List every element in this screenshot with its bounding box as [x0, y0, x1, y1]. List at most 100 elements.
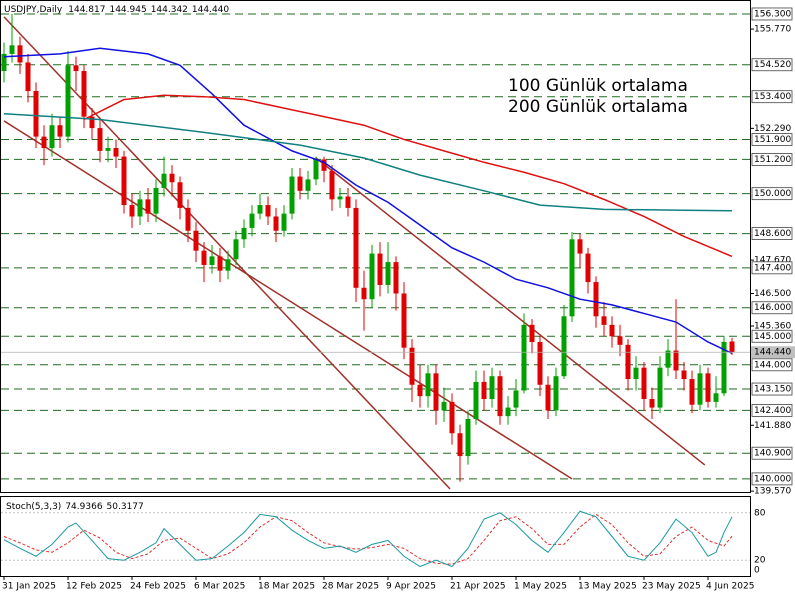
trendline [3, 16, 451, 490]
candle-body [65, 65, 71, 137]
candle-body [609, 324, 615, 337]
candle-body [121, 156, 127, 206]
candle-body [529, 324, 535, 342]
candle-body [89, 116, 95, 129]
x-tick-label: 9 Apr 2025 [386, 582, 436, 592]
candle-body [545, 384, 551, 411]
candle-body [417, 384, 423, 397]
moving-average [3, 113, 733, 212]
candle-body [465, 418, 471, 457]
level-label: 156.300 [754, 9, 791, 19]
candle-body [57, 125, 63, 137]
level-label-box [751, 227, 793, 240]
candle-body [145, 199, 151, 214]
candle-body [377, 253, 383, 285]
candle-body [273, 216, 279, 231]
candle-body [113, 148, 119, 157]
candle-body [409, 347, 415, 385]
candle-body [73, 65, 79, 72]
candle-body [361, 287, 367, 300]
candle-body [97, 128, 103, 151]
stoch-k-last: 74.9366 [65, 502, 102, 512]
open-label: 144.817 [68, 5, 105, 15]
close-label: 144.440 [192, 5, 229, 15]
candle-body [49, 125, 55, 149]
candle-body [233, 239, 239, 260]
candle-body [473, 381, 479, 419]
candle-body [153, 187, 159, 214]
level-label-box [751, 446, 793, 460]
level-label: 146.000 [754, 303, 791, 313]
candle-body [649, 399, 655, 408]
level-label: 148.600 [754, 229, 791, 239]
candle-body [81, 71, 87, 117]
level-label-box [751, 358, 793, 372]
y-tick-label: 147.670 [754, 256, 791, 266]
stoch-d-last: 50.3177 [107, 502, 144, 512]
candle-body [177, 182, 183, 208]
candle-body [321, 159, 327, 171]
trendline [3, 120, 573, 480]
candle-body [625, 344, 631, 380]
candle-body [441, 401, 447, 411]
candle-body [369, 253, 375, 300]
candle-body [25, 62, 31, 91]
candle-body [713, 393, 719, 402]
candle-body [185, 207, 191, 231]
candle-body [329, 170, 335, 200]
candle-body [641, 367, 647, 400]
level-label-box [751, 301, 793, 315]
candle-body [505, 407, 511, 417]
candle-body [385, 262, 391, 285]
y-tick-label: 155.770 [754, 25, 791, 35]
trendline [315, 157, 706, 466]
candle-body [281, 213, 287, 231]
stoch-title: Stoch(5,3,3) [6, 502, 61, 512]
low-label: 144.342 [151, 5, 188, 15]
level-label-box [751, 382, 793, 396]
current-price-box [751, 346, 795, 359]
candle-body [305, 179, 311, 191]
candle-body [729, 341, 735, 353]
ma-legend: 100 Günlük ortalama [508, 76, 688, 96]
candle-body [433, 373, 439, 411]
x-tick-label: 13 May 2025 [578, 582, 637, 592]
candle-body [457, 433, 463, 457]
level-label: 140.900 [754, 449, 791, 459]
level-label: 153.400 [754, 92, 791, 102]
x-tick-label: 6 Mar 2025 [194, 582, 245, 592]
level-label: 142.400 [754, 406, 791, 416]
candle-body [617, 336, 623, 345]
candle-body [9, 45, 15, 54]
x-tick-label: 1 May 2025 [514, 582, 567, 592]
candle-body [393, 262, 399, 294]
candle-body [449, 401, 455, 434]
candle-body [681, 370, 687, 380]
candle-body [169, 173, 175, 183]
candle-body [353, 207, 359, 288]
stoch-tick-label: 20 [754, 556, 766, 566]
symbol: USDJPY,Daily [4, 5, 63, 15]
candle-body [217, 256, 223, 271]
x-tick-label: 18 Mar 2025 [258, 582, 315, 592]
level-label: 145.000 [754, 332, 791, 342]
candle-body [265, 205, 271, 217]
candle-body [425, 373, 431, 397]
candle-body [201, 250, 207, 265]
x-tick-label: 23 May 2025 [642, 582, 701, 592]
level-label-box [751, 329, 793, 343]
candle-body [249, 213, 255, 228]
candle-body [161, 173, 167, 188]
candle-body [665, 350, 671, 368]
current-price-label: 144.440 [754, 348, 791, 358]
level-label-box [751, 58, 793, 72]
candle-body [33, 90, 39, 137]
candle-body [313, 159, 319, 180]
candle-body [721, 341, 727, 394]
candle-body [1, 53, 7, 72]
y-tick-label: 145.360 [754, 322, 791, 332]
candle-body [225, 259, 231, 271]
candle-body [481, 381, 487, 400]
candle-body [561, 316, 567, 377]
